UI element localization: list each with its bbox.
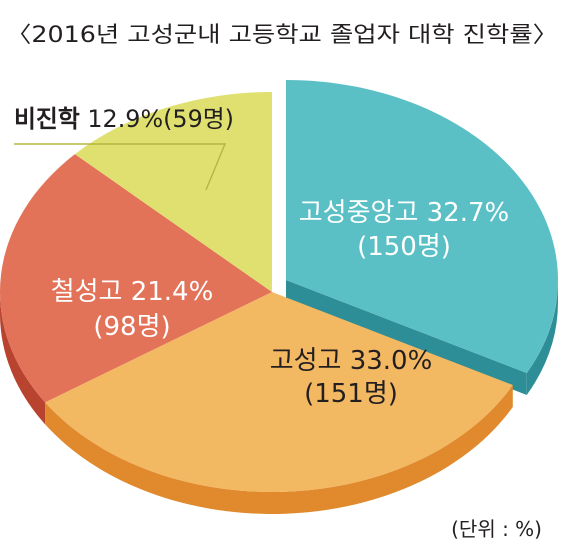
pie-side-gosung-jungang <box>526 280 558 396</box>
chart-title: 〈2016년 고성군내 고등학교 졸업자 대학 진학률〉 <box>6 23 558 48</box>
pie-slice-gosung <box>45 292 513 492</box>
non-entry-label: 비진학 12.9%(59명) <box>14 105 234 133</box>
pie-slice-non-entry <box>74 92 272 292</box>
leader-line-non-entry <box>14 143 227 191</box>
pie-side-gosung <box>45 385 513 514</box>
slice-count-cheolsung: (98명) <box>93 312 170 342</box>
pie-sides <box>0 280 558 514</box>
slice-count-gosung: (151명) <box>304 379 398 409</box>
non-entry-value: 12.9%(59명) <box>80 105 234 133</box>
pie-slice-gosung-jungang <box>286 80 558 374</box>
slice-label-gosung: 고성고 33.0% <box>270 346 433 376</box>
pie-cut-gosung-jungang <box>286 280 527 396</box>
pie-side-cheolsung <box>0 292 46 425</box>
slice-count-gosung-jungang: (150명) <box>357 232 451 262</box>
slice-label-cheolsung: 철성고 21.4% <box>51 277 214 307</box>
unit-note: (단위 : %) <box>451 517 542 541</box>
leader-lines <box>14 143 227 191</box>
pie-slice-cheolsung <box>0 154 272 403</box>
slice-label-gosung-jungang: 고성중앙고 32.7% <box>299 198 509 228</box>
pie-slices <box>0 80 558 492</box>
non-entry-name: 비진학 <box>14 105 80 133</box>
